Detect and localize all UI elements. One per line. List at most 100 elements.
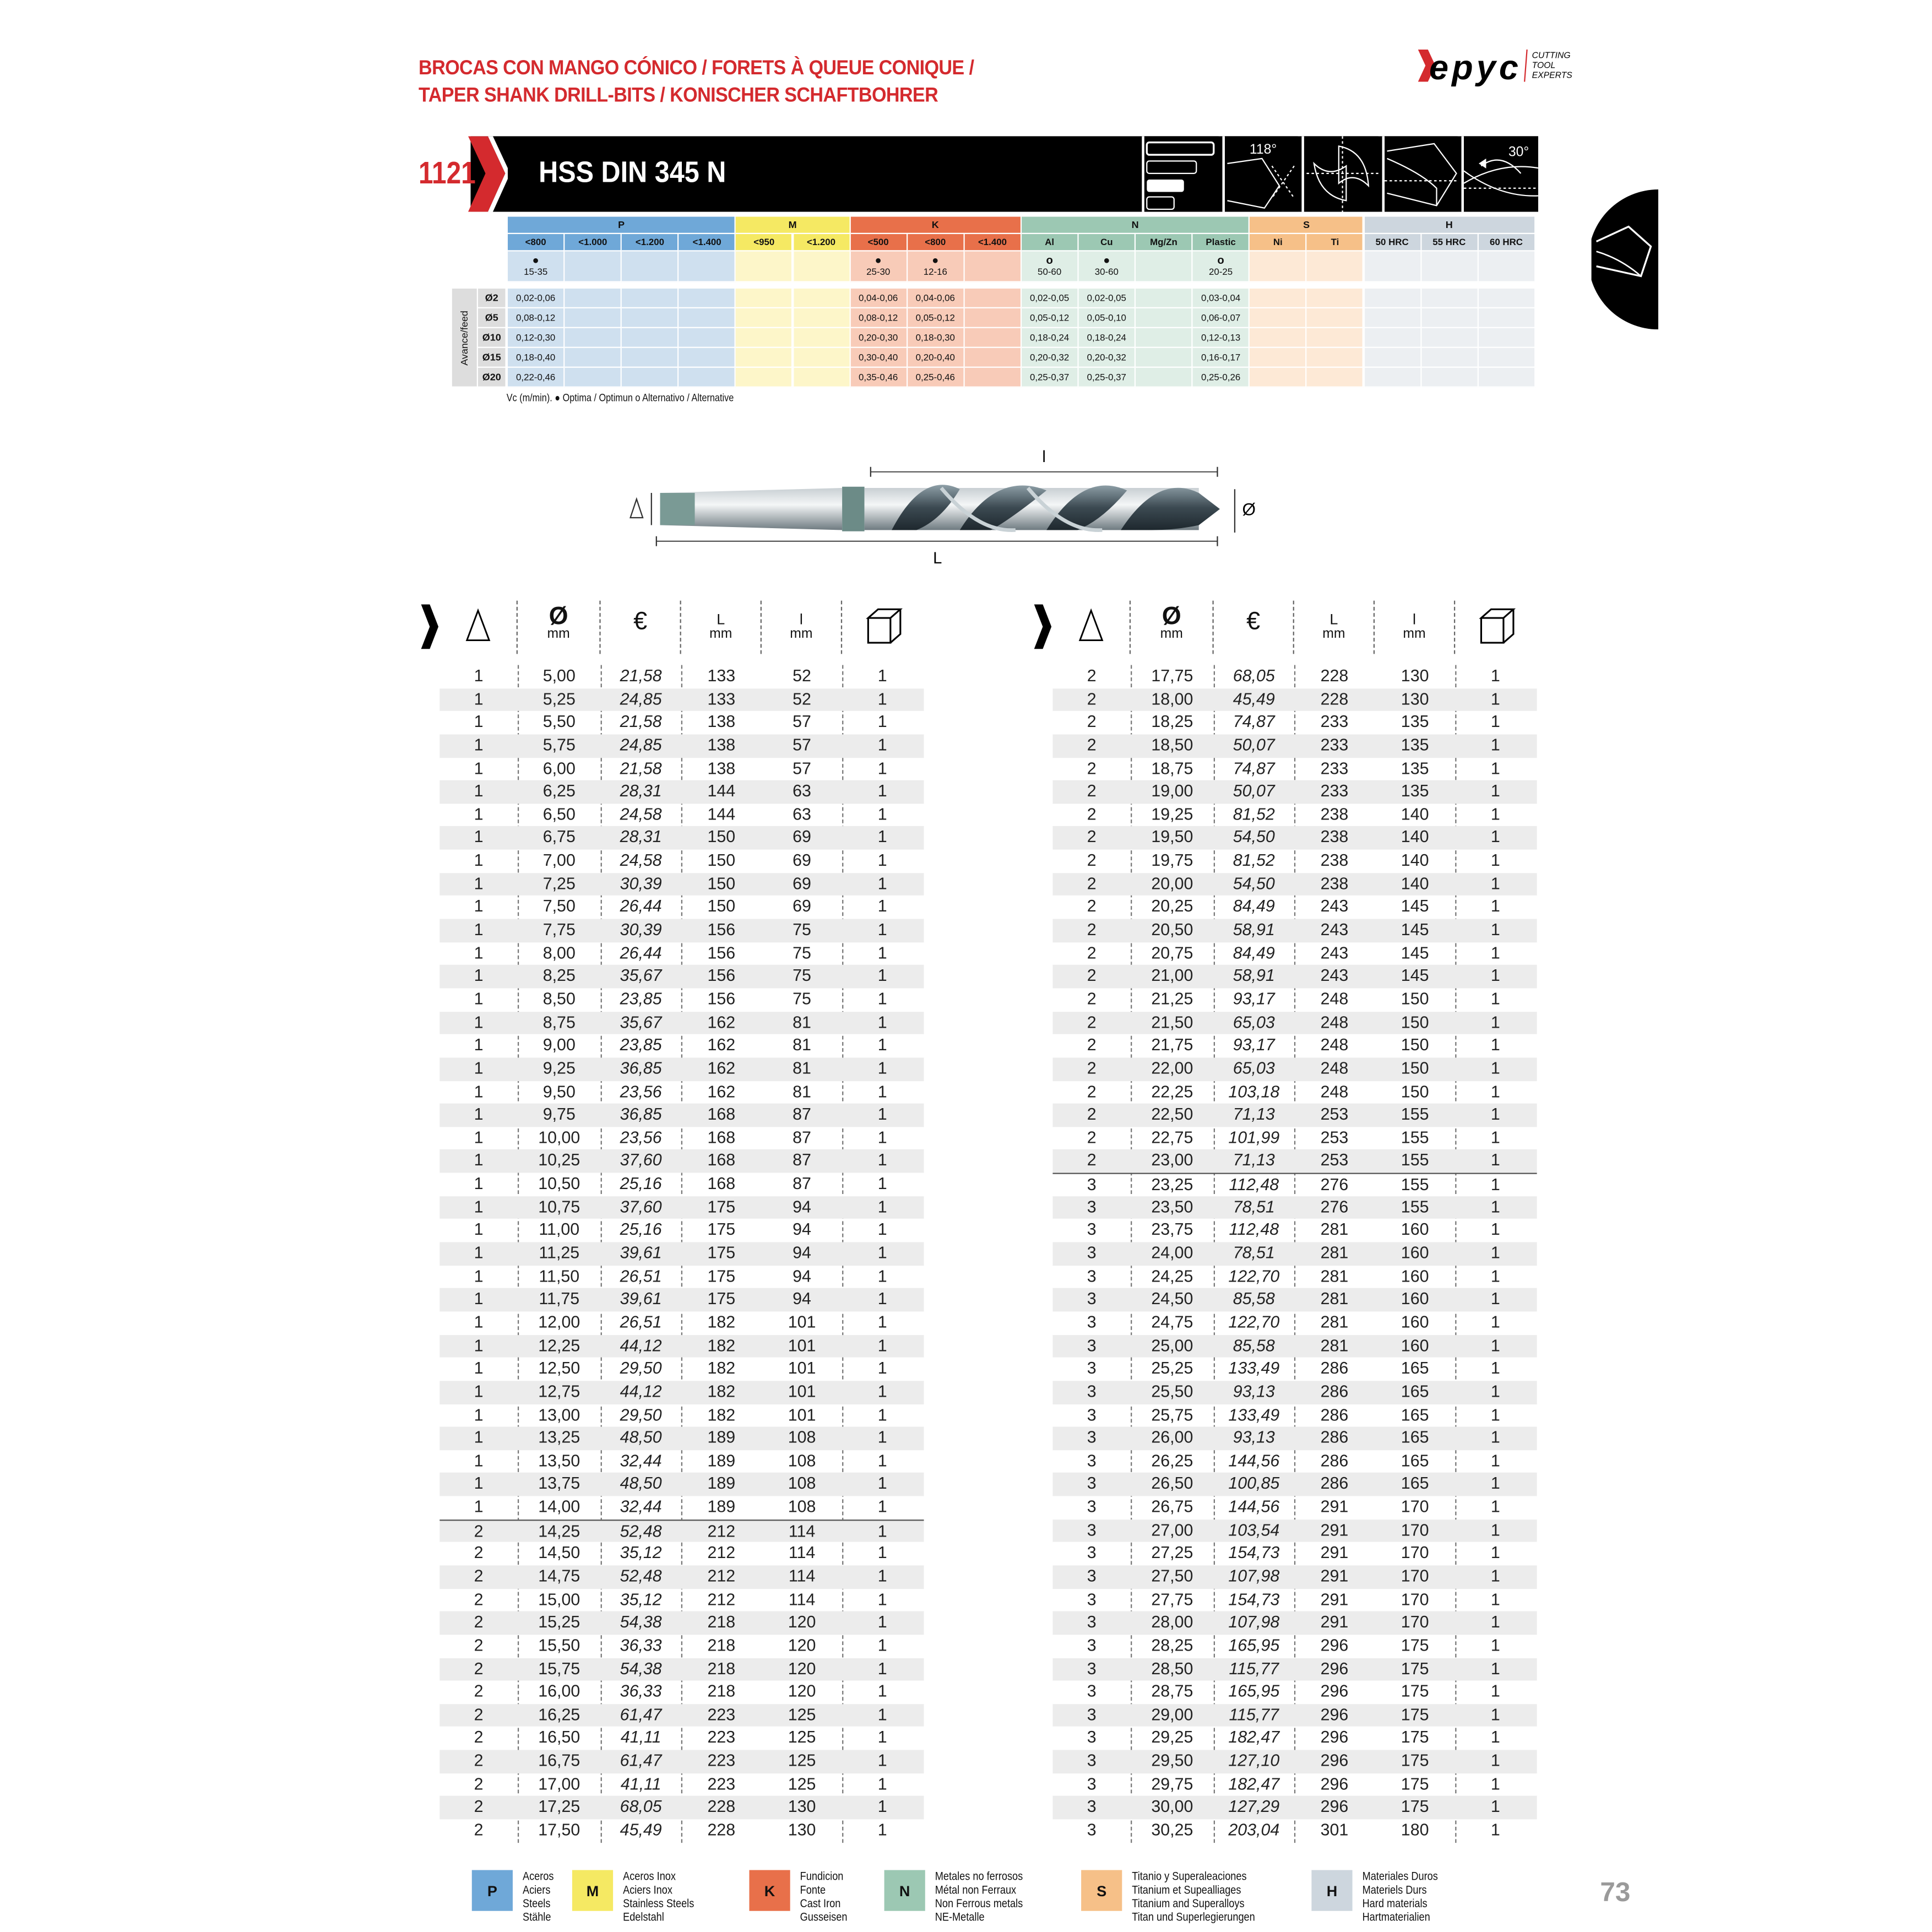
table-row: 2 15,75 54,38 218 120 1 — [439, 1657, 924, 1681]
pack-qty-cell: 1 — [1490, 1059, 1500, 1078]
table-row: 1 12,25 44,12 182 101 1 — [439, 1334, 924, 1358]
diameter-cell: 8,50 — [542, 989, 576, 1008]
length-series-icon — [1142, 136, 1218, 212]
legend-swatch-P: P — [471, 1870, 513, 1911]
legend-item-P: P Aceros Aciers Steels Stähle — [471, 1870, 560, 1924]
table-row: 1 14,00 32,44 189 108 1 — [439, 1496, 924, 1519]
table-row: 2 22,00 65,03 248 150 1 — [1052, 1057, 1537, 1081]
taper-size-cell: 3 — [1087, 1728, 1097, 1747]
cutting-edge-icon — [1382, 136, 1458, 212]
diameter-cell: 9,00 — [542, 1035, 576, 1055]
flute-length-cell: 135 — [1401, 712, 1429, 731]
flute-length-cell: 94 — [793, 1266, 811, 1285]
table-row: 3 25,50 93,13 286 165 1 — [1052, 1380, 1537, 1404]
taper-size-cell: 2 — [1087, 1059, 1097, 1078]
material-group-N: N — [1021, 216, 1250, 235]
feed-cell — [1136, 328, 1193, 348]
table-row: 1 5,75 24,85 138 57 1 — [439, 734, 924, 758]
flute-length-cell: 140 — [1401, 874, 1429, 893]
taper-size-cell: 1 — [474, 1197, 484, 1216]
feed-diameter-label: Ø2 — [477, 288, 506, 307]
table-row: 1 12,50 29,50 182 101 1 — [439, 1358, 924, 1381]
pack-qty-cell: 1 — [877, 874, 887, 893]
cutting-speed-cell — [1250, 251, 1307, 283]
diameter-cell: 15,50 — [538, 1636, 580, 1655]
price-cell: 23,85 — [620, 1035, 662, 1055]
total-length-cell: 243 — [1320, 897, 1349, 916]
material-group-M: M — [736, 216, 850, 235]
total-length-cell: 189 — [707, 1497, 736, 1516]
flute-length-cell: 114 — [788, 1566, 816, 1586]
price-cell: 112,48 — [1229, 1175, 1279, 1194]
table-row: 2 19,50 54,50 238 140 1 — [1052, 826, 1537, 850]
diameter-cell: 30,25 — [1151, 1820, 1193, 1839]
flute-length-cell: 87 — [793, 1128, 811, 1147]
pack-qty-cell: 1 — [877, 1497, 887, 1516]
total-length-cell: 168 — [707, 1105, 736, 1124]
table-row: 2 18,25 74,87 233 135 1 — [1052, 711, 1537, 734]
material-group-S: S — [1250, 216, 1364, 235]
pack-qty-cell: 1 — [1490, 1751, 1500, 1770]
table-row: 3 23,75 112,48 281 160 1 — [1052, 1219, 1537, 1242]
cutting-speed-cell — [1136, 251, 1193, 283]
material-subgroup: 50 HRC — [1364, 234, 1421, 252]
pack-qty-cell: 1 — [877, 1521, 887, 1540]
table-row: 3 26,00 93,13 286 165 1 — [1052, 1426, 1537, 1450]
table-row: 1 9,75 36,85 168 87 1 — [439, 1103, 924, 1127]
total-length-cell: 276 — [1320, 1197, 1349, 1216]
pack-qty-cell: 1 — [877, 1382, 887, 1401]
price-cell: 26,51 — [620, 1266, 662, 1285]
total-length-cell: 150 — [707, 874, 736, 893]
table-row: 2 21,75 93,17 248 150 1 — [1052, 1034, 1537, 1057]
pack-qty-cell: 1 — [1490, 920, 1500, 939]
diameter-cell: 16,50 — [538, 1728, 580, 1747]
taper-size-cell: 2 — [474, 1820, 484, 1839]
table-row: 2 19,75 81,52 238 140 1 — [1052, 850, 1537, 873]
price-cell: 29,50 — [620, 1359, 662, 1378]
table-row: 1 12,00 26,51 182 101 1 — [439, 1311, 924, 1334]
feed-cell — [622, 308, 679, 328]
pack-qty-cell: 1 — [1490, 1197, 1500, 1216]
package-box-icon — [1478, 608, 1515, 644]
price-cell: 165,95 — [1228, 1682, 1280, 1701]
diameter-cell: 5,25 — [542, 689, 576, 708]
price-cell: 74,87 — [1233, 758, 1275, 778]
price-cell: 41,11 — [620, 1774, 661, 1793]
taper-size-cell: 1 — [474, 1266, 484, 1285]
cutting-speed-cell — [793, 251, 850, 283]
price-cell: 30,39 — [620, 920, 662, 939]
pack-qty-cell: 1 — [877, 1405, 887, 1424]
pack-qty-cell: 1 — [877, 1774, 887, 1793]
cutting-speed-cell — [1421, 251, 1479, 283]
table-row: 1 7,50 26,44 150 69 1 — [439, 896, 924, 919]
taper-size-cell: 2 — [474, 1566, 484, 1586]
table-row: 1 5,50 21,58 138 57 1 — [439, 711, 924, 734]
morse-taper-icon — [465, 608, 491, 642]
feed-cell — [1250, 328, 1307, 348]
diameter-cell: 6,25 — [542, 782, 576, 801]
price-column-header-label: € — [633, 608, 648, 636]
taper-size-cell: 2 — [474, 1613, 484, 1632]
total-length-cell: 286 — [1320, 1405, 1349, 1424]
pack-qty-cell: 1 — [877, 1543, 887, 1562]
table-row: 2 21,50 65,03 248 150 1 — [1052, 1011, 1537, 1035]
price-cell: 71,13 — [1233, 1105, 1275, 1124]
pack-qty-cell: 1 — [877, 966, 887, 985]
taper-size-cell: 3 — [1087, 1405, 1097, 1424]
total-length-cell: 281 — [1320, 1266, 1349, 1285]
price-cell: 32,44 — [620, 1497, 662, 1516]
table-row: 3 27,00 103,54 291 170 1 — [1052, 1519, 1537, 1543]
price-cell: 36,33 — [620, 1682, 662, 1701]
flute-length-cell: 125 — [788, 1751, 816, 1770]
table-row: 3 23,50 78,51 276 155 1 — [1052, 1196, 1537, 1219]
material-subgroup: Cu — [1078, 234, 1136, 252]
feed-cell — [964, 348, 1022, 368]
feed-cell — [964, 288, 1022, 308]
taper-size-cell: 3 — [1087, 1197, 1097, 1216]
flute-length-cell: 170 — [1401, 1497, 1429, 1516]
price-cell: 24,85 — [620, 689, 662, 708]
legend-text: Metales no ferrosos Métal non Ferraux Non … — [935, 1870, 1023, 1925]
legend-text: Aceros Inox Aciers Inox Stainless Steels Ed… — [623, 1870, 694, 1925]
page-number: 73 — [1600, 1876, 1631, 1907]
diameter-cell: 11,50 — [539, 1266, 580, 1285]
